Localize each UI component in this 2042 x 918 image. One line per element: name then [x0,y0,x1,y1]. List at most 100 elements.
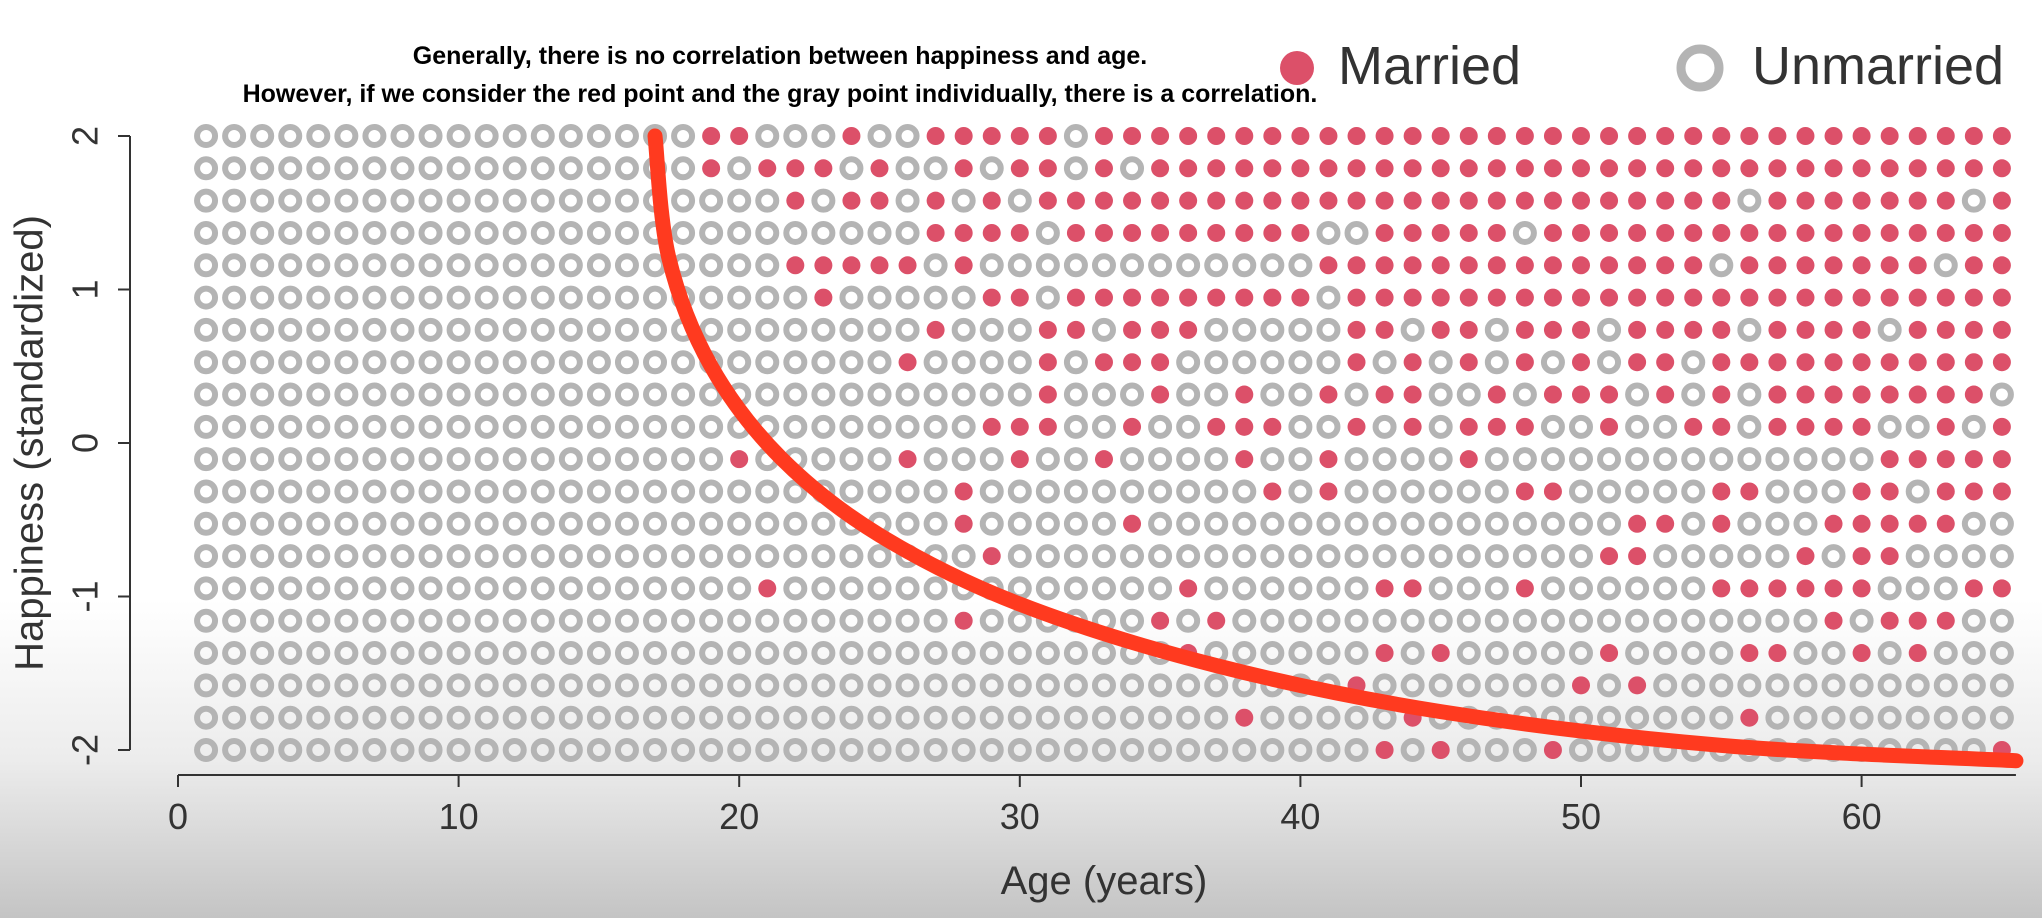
married-point [1572,191,1590,210]
married-point [1712,159,1731,178]
unmarried-point [1120,738,1145,762]
unmarried-point [474,673,499,698]
married-point [1572,127,1590,145]
married-point [1684,191,1703,210]
married-point [1768,127,1787,145]
unmarried-point [530,253,555,278]
married-point [1964,353,1983,372]
unmarried-point [1232,608,1257,633]
married-point [1515,353,1534,372]
unmarried-point [586,576,611,601]
unmarried-point [474,447,499,472]
unmarried-point [979,350,1004,375]
unmarried-point [839,479,864,504]
unmarried-point [727,608,752,633]
unmarried-point [643,253,668,278]
unmarried-point [1428,414,1453,439]
unmarried-point [614,253,639,278]
married-point [1712,482,1731,501]
unmarried-point [727,738,752,762]
married-point [1628,127,1647,145]
unmarried-point [1176,705,1201,730]
unmarried-point [334,544,359,569]
unmarried-point [1372,511,1397,536]
unmarried-point [923,576,948,601]
unmarried-point [1428,608,1453,633]
unmarried-point [1625,479,1650,504]
married-point [1712,579,1731,598]
unmarried-point [306,220,331,245]
married-point [1600,385,1619,404]
married-point [1684,288,1703,307]
unmarried-point [755,350,780,375]
unmarried-point [867,673,892,698]
unmarried-point [558,285,583,310]
married-point [1712,514,1731,533]
unmarried-point [1372,479,1397,504]
unmarried-point [502,673,527,698]
married-point [1824,191,1843,210]
unmarried-point [923,447,948,472]
unmarried-point [530,511,555,536]
unmarried-point [1204,447,1229,472]
married-point [1151,159,1170,178]
unmarried-point [979,479,1004,504]
unmarried-point [867,124,892,148]
married-point [1684,256,1703,275]
married-point [1038,320,1057,339]
married-point [982,417,1001,436]
married-point [1880,450,1899,469]
married-point [1600,417,1619,436]
unmarried-point [1933,641,1958,666]
unmarried-point [250,188,275,213]
unmarried-point [278,317,303,342]
married-point [1066,288,1085,307]
unmarried-point [1765,705,1790,730]
unmarried-point [614,188,639,213]
unmarried-point [1933,673,1958,698]
unmarried-point [699,511,724,536]
married-point [982,547,1001,566]
unmarried-point [278,544,303,569]
married-point [1094,127,1113,145]
unmarried-point [1091,641,1116,666]
unmarried-point [474,511,499,536]
unmarried-point [671,479,696,504]
unmarried-point [699,673,724,698]
married-point [1656,223,1675,242]
married-point [1572,320,1590,339]
unmarried-point [1681,705,1706,730]
married-point [1263,417,1282,436]
unmarried-point [727,479,752,504]
unmarried-point [502,317,527,342]
unmarried-point [390,447,415,472]
unmarried-point [446,641,471,666]
unmarried-point [222,479,247,504]
married-point [1543,320,1562,339]
unmarried-point [755,317,780,342]
married-point [1824,320,1843,339]
married-point [1684,159,1703,178]
unmarried-point [1148,576,1173,601]
married-point [1094,450,1113,469]
unmarried-point [502,641,527,666]
married-point [1515,127,1534,145]
married-point [1628,547,1647,566]
married-point [1347,320,1366,339]
married-point [1235,450,1254,469]
married-point [1712,320,1731,339]
unmarried-point [250,124,275,148]
unmarried-point [446,350,471,375]
unmarried-point [811,317,836,342]
unmarried-point [951,382,976,407]
married-point [870,191,889,210]
unmarried-point [1625,705,1650,730]
married-point [1459,159,1478,178]
unmarried-point [1484,544,1509,569]
married-point [1740,288,1759,307]
married-point [954,514,973,533]
married-point [1740,482,1759,501]
married-point [1431,741,1450,759]
unmarried-point [951,317,976,342]
unmarried-point [306,382,331,407]
